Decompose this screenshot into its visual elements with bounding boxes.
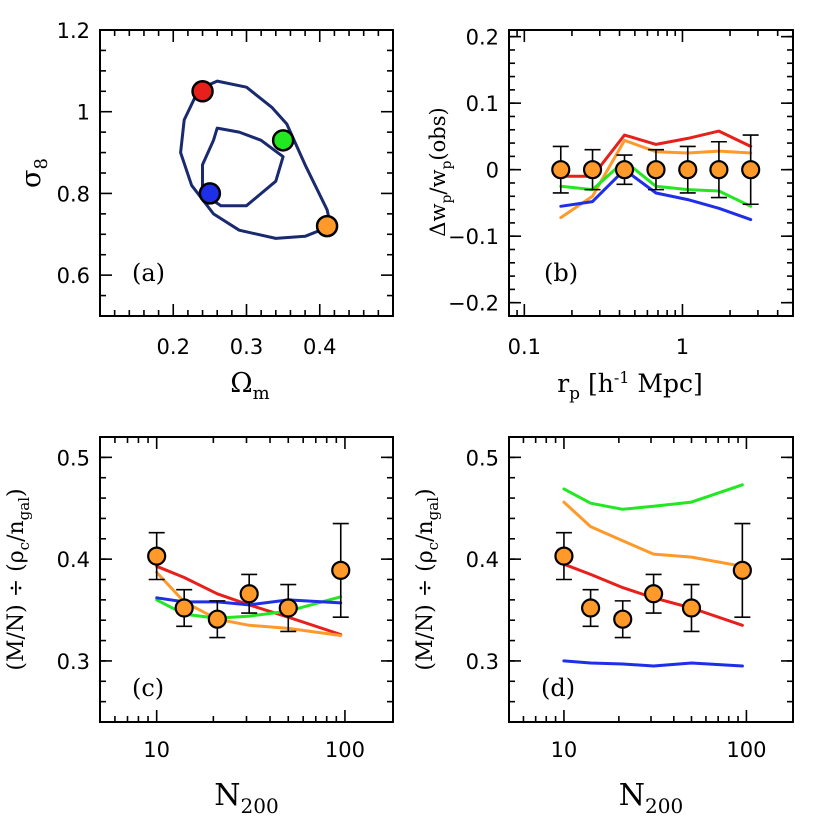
a-x-tick-label: 0.3	[230, 335, 263, 359]
b-data-point-2	[614, 160, 635, 180]
c-panel-label: (c)	[132, 674, 164, 702]
b-data-point-3	[646, 160, 666, 180]
d-y-axis-label: (M/N) ÷ (ρc/ngal)	[413, 488, 442, 670]
b-data-point-0	[551, 160, 571, 180]
a-model-point-3	[315, 214, 339, 238]
c-y-tick-label: 0.5	[57, 446, 90, 470]
b-x-axis-label: rp [h-1 Mpc]	[557, 368, 703, 404]
b-x-tick-label: 1	[676, 335, 689, 359]
d-x-tick-label: 10	[551, 738, 578, 762]
a-y-tick-label: 1.2	[57, 19, 90, 43]
d-x-axis-label: N200	[619, 778, 683, 818]
c-y-tick-label: 0.4	[57, 548, 90, 572]
a-y-tick-label: 0.6	[57, 264, 90, 288]
d-y-tick-label: 0.4	[466, 548, 499, 572]
d-data-point-5	[732, 560, 752, 580]
a-model-point-2	[198, 182, 222, 205]
c-series-line-1	[155, 570, 343, 637]
b-y-axis-label: Δwp/wp(obs)	[426, 107, 455, 236]
b-x-tick-label: 0.1	[508, 335, 541, 359]
c-data-point-1	[174, 598, 194, 618]
a-y-tick-label: 1	[77, 101, 90, 125]
b-data-point-4	[678, 160, 698, 180]
c-data-point-3	[239, 584, 259, 604]
c-y-tick-label: 0.3	[57, 650, 90, 674]
a-model-point-0	[191, 80, 214, 103]
d-y-tick-label: 0.3	[466, 650, 499, 674]
d-series-line-3	[562, 659, 744, 668]
d-data-point-3	[643, 584, 664, 604]
d-panel-label: (d)	[541, 674, 575, 702]
c-x-axis-label: N200	[214, 778, 278, 818]
b-y-tick-label: 0.2	[466, 26, 499, 50]
c-data-point-5	[331, 560, 351, 580]
b-series-line-3	[559, 168, 753, 222]
c-series-line-0	[155, 564, 343, 636]
a-x-tick-label: 0.2	[157, 335, 190, 359]
b-data-point-1	[582, 160, 603, 180]
b-y-tick-label: 0	[486, 159, 499, 183]
a-x-tick-label: 0.4	[303, 335, 336, 359]
a-x-axis-label: Ωm	[230, 368, 269, 404]
b-y-tick-label: −0.2	[448, 292, 499, 316]
c-x-tick-label: 10	[143, 738, 170, 762]
b-y-tick-label: −0.1	[448, 225, 499, 249]
d-y-tick-label: 0.5	[466, 446, 499, 470]
c-data-point-4	[278, 598, 298, 618]
d-data-point-2	[613, 609, 633, 629]
d-x-tick-label: 100	[726, 738, 766, 762]
plot-frame-b	[508, 29, 794, 317]
d-series-line-0	[562, 483, 744, 511]
c-data-point-2	[207, 609, 227, 629]
d-data-point-1	[580, 598, 601, 618]
c-data-point-0	[147, 546, 167, 566]
d-data-point-0	[554, 546, 574, 566]
a-contour-1	[201, 126, 285, 208]
d-series-line-1	[562, 500, 744, 568]
d-data-point-4	[681, 598, 702, 618]
a-y-axis-label: σ8	[16, 158, 52, 188]
a-contour-0	[179, 79, 333, 240]
c-x-tick-label: 100	[325, 738, 365, 762]
b-y-tick-label: 0.1	[466, 92, 499, 116]
a-panel-label: (a)	[132, 259, 165, 287]
a-y-tick-label: 0.8	[57, 182, 90, 206]
a-model-point-1	[271, 129, 295, 152]
b-data-point-5	[709, 160, 729, 180]
c-y-axis-label: (M/N) ÷ (ρc/ngal)	[4, 488, 33, 670]
b-data-point-6	[741, 160, 761, 180]
b-panel-label: (b)	[544, 259, 578, 287]
